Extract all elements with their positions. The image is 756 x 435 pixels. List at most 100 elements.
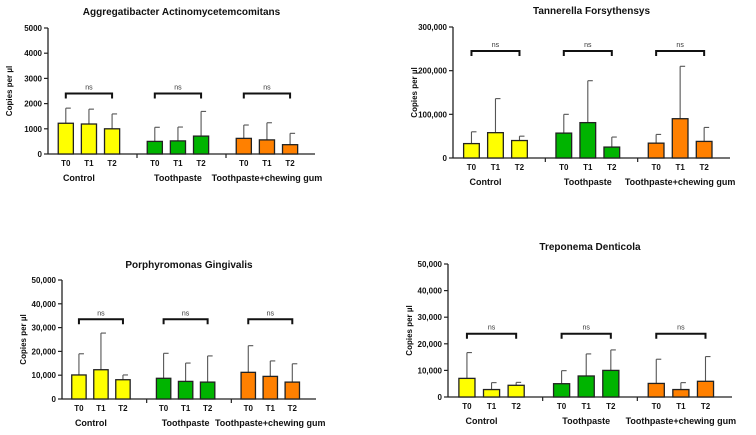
bar-t1 (80, 123, 98, 155)
bar-t2 (602, 369, 620, 398)
bar-t2 (115, 379, 131, 400)
bar-t0 (647, 382, 665, 398)
chart-panel-2: Tannerella Forsythensys 0 100,000 200,000 30… (410, 6, 735, 187)
x-tick-label: T2 (701, 402, 711, 411)
y-axis-label: Copies per µl (410, 67, 419, 117)
x-tick-label: T1 (262, 159, 272, 168)
chart-panel-4: Treponema Denticola 0 10,000 20,000 30,000 40… (405, 242, 736, 426)
chart-panel-3: Porphyromonas Gingivalis 0 10,000 20,000 30,… (19, 260, 326, 428)
y-tick-label: 200,000 (418, 67, 447, 76)
y-tick-label: 0 (38, 150, 43, 159)
y-tick-label: 5000 (24, 24, 42, 33)
significance-bracket (655, 332, 707, 339)
significance-label: ns (492, 42, 500, 49)
group-label: Toothpaste+chewing gum (215, 418, 326, 428)
group-label: Toothpaste (154, 173, 202, 183)
group-label: Toothpaste (562, 416, 610, 426)
y-tick-label: 0 (438, 393, 443, 402)
bar-t2 (281, 144, 299, 155)
x-tick-label: T1 (491, 163, 501, 172)
bar-t2 (103, 128, 121, 155)
significance-label: ns (182, 310, 190, 317)
y-tick-label: 20,000 (418, 340, 443, 349)
y-tick-label: 40,000 (32, 300, 57, 309)
x-tick-label: T2 (699, 163, 709, 172)
bar-t0 (462, 142, 480, 159)
significance-bracket (247, 318, 294, 325)
y-tick-label: 30,000 (32, 324, 57, 333)
x-tick-label: T2 (107, 159, 117, 168)
x-tick-label: T2 (285, 159, 295, 168)
x-tick-label: T0 (61, 159, 71, 168)
x-tick-label: T0 (244, 404, 254, 413)
bar-t1 (169, 140, 187, 155)
x-tick-label: T1 (675, 163, 685, 172)
bar-t2 (199, 381, 216, 400)
y-tick-label: 100,000 (418, 110, 447, 119)
significance-label: ns (584, 42, 592, 49)
x-tick-label: T2 (203, 404, 213, 413)
chart-title: Porphyromonas Gingivalis (125, 260, 253, 271)
significance-bracket (242, 92, 292, 99)
x-tick-label: T0 (467, 163, 477, 172)
significance-bracket (465, 332, 518, 339)
bar-t0 (57, 122, 75, 155)
y-axis-label: Copies per µl (5, 66, 14, 116)
significance-bracket (64, 92, 114, 99)
y-tick-label: 40,000 (418, 287, 443, 296)
significance-bracket (560, 332, 612, 339)
bar-t2 (695, 140, 713, 159)
y-tick-label: 0 (443, 154, 448, 163)
y-tick-label: 20,000 (32, 347, 57, 356)
bar-t2 (510, 139, 528, 159)
x-tick-label: T1 (96, 404, 106, 413)
significance-label: ns (583, 325, 591, 332)
bar-t0 (235, 137, 253, 155)
group-label: Toothpaste (564, 177, 612, 187)
bar-t1 (672, 388, 690, 398)
y-tick-label: 30,000 (418, 313, 443, 322)
x-tick-label: T0 (159, 404, 169, 413)
group-label: Toothpaste+chewing gum (625, 177, 736, 187)
y-axis-label: Copies per µl (405, 305, 414, 355)
group-label: Toothpaste+chewing gum (212, 173, 323, 183)
x-tick-label: T2 (196, 159, 206, 168)
group-label: Control (466, 416, 498, 426)
significance-label: ns (677, 325, 685, 332)
x-tick-label: T0 (651, 163, 661, 172)
group-label: Control (469, 177, 501, 187)
x-tick-label: T0 (150, 159, 160, 168)
y-tick-label: 300,000 (418, 23, 447, 32)
x-tick-label: T2 (515, 163, 525, 172)
x-tick-label: T1 (487, 402, 497, 411)
bar-t0 (146, 140, 164, 155)
significance-bracket (77, 318, 124, 325)
group-label: Toothpaste (162, 418, 210, 428)
bar-t2 (284, 381, 301, 400)
x-tick-label: T0 (557, 402, 567, 411)
bar-t0 (555, 132, 573, 159)
x-tick-label: T2 (511, 402, 521, 411)
x-tick-label: T1 (266, 404, 276, 413)
significance-label: ns (85, 85, 93, 92)
significance-bracket (162, 318, 209, 325)
bar-t2 (603, 146, 621, 159)
chart-panel-1: Aggregatibacter Actinomycetemcomitans 0 10… (5, 7, 322, 183)
bar-t2 (507, 384, 525, 398)
y-tick-label: 10,000 (32, 371, 57, 380)
y-tick-label: 50,000 (32, 276, 57, 285)
x-tick-label: T0 (239, 159, 249, 168)
bar-t1 (579, 121, 597, 159)
chart-title: Tannerella Forsythensys (533, 6, 651, 17)
significance-label: ns (174, 85, 182, 92)
y-tick-label: 0 (52, 395, 57, 404)
significance-bracket (562, 50, 613, 57)
chart-title: Aggregatibacter Actinomycetemcomitans (83, 7, 281, 18)
x-tick-label: T1 (676, 402, 686, 411)
significance-label: ns (97, 310, 105, 317)
y-tick-label: 3000 (24, 74, 42, 83)
x-tick-label: T2 (606, 402, 616, 411)
group-label: Control (63, 173, 95, 183)
bar-t1 (258, 139, 276, 155)
